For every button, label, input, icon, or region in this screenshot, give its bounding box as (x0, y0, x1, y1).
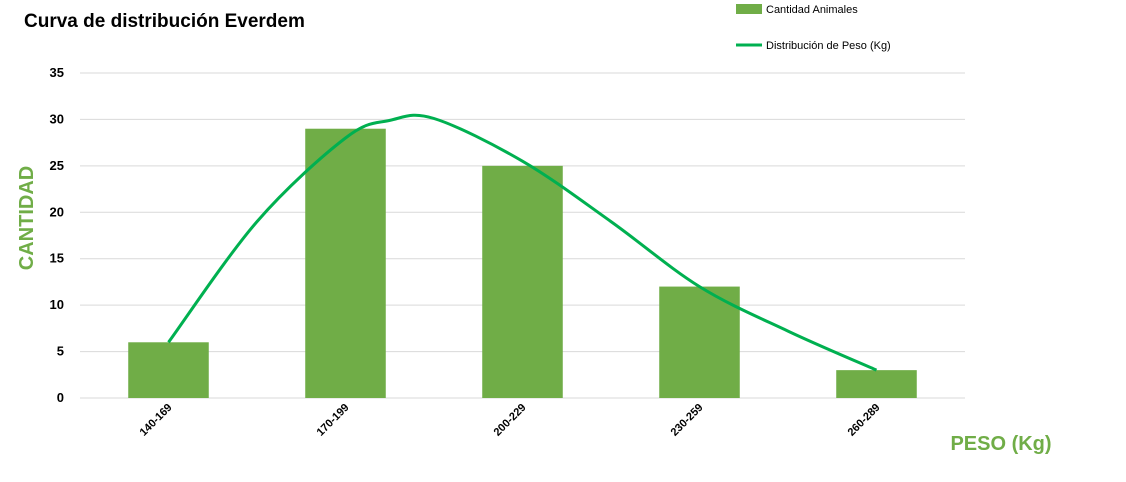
y-tick-label: 5 (57, 344, 64, 359)
y-tick-label: 35 (50, 65, 64, 80)
y-axis-ticks: 0 5 10 15 20 25 30 35 (50, 65, 64, 405)
distribution-curve (167, 113, 878, 372)
y-tick-label: 10 (50, 297, 64, 312)
bar (305, 128, 386, 398)
bars (128, 128, 917, 398)
x-axis-ticks: 140-169 170-199 200-229 230-259 260-289 (138, 402, 883, 439)
y-tick-label: 15 (50, 251, 64, 266)
bar (128, 342, 209, 398)
x-tick-label: 230-259 (669, 402, 706, 439)
x-tick-label: 260-289 (846, 402, 883, 439)
chart-title: Curva de distribución Everdem (24, 11, 305, 32)
y-tick-label: 0 (57, 390, 64, 405)
legend-label-bar: Cantidad Animales (766, 4, 858, 16)
y-tick-label: 20 (50, 204, 64, 219)
x-tick-label: 140-169 (138, 402, 175, 439)
bar (836, 370, 917, 398)
x-tick-label: 200-229 (492, 402, 529, 439)
bar (659, 286, 740, 398)
x-axis-label: PESO (Kg) (950, 433, 1051, 455)
bar (482, 165, 563, 398)
legend-label-line: Distribución de Peso (Kg) (766, 40, 891, 52)
x-tick-label: 170-199 (315, 402, 352, 439)
y-axis-label: CANTIDAD (16, 166, 38, 270)
legend-swatch-bar (736, 4, 762, 14)
legend: Cantidad Animales Distribución de Peso (… (736, 4, 891, 52)
y-tick-label: 25 (50, 158, 64, 173)
y-tick-label: 30 (50, 111, 64, 126)
